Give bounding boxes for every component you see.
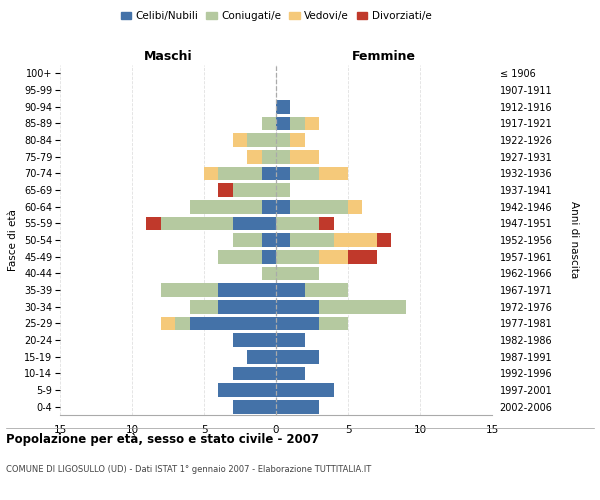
Bar <box>276 366 305 380</box>
Bar <box>276 100 290 114</box>
Bar <box>276 216 319 230</box>
Bar <box>276 133 290 147</box>
Bar <box>348 200 362 213</box>
Bar <box>262 166 276 180</box>
Bar <box>348 250 377 264</box>
Bar <box>290 166 319 180</box>
Bar <box>377 233 391 247</box>
Bar <box>319 300 406 314</box>
Bar <box>175 316 190 330</box>
Bar <box>233 400 276 413</box>
Bar <box>190 316 276 330</box>
Bar <box>247 133 276 147</box>
Bar <box>218 300 276 314</box>
Bar <box>262 200 276 213</box>
Bar <box>161 316 175 330</box>
Bar <box>218 250 262 264</box>
Bar <box>276 350 319 364</box>
Bar <box>290 200 348 213</box>
Bar <box>190 200 262 213</box>
Y-axis label: Fasce di età: Fasce di età <box>8 209 19 271</box>
Bar <box>218 283 276 297</box>
Bar <box>276 166 290 180</box>
Bar <box>262 266 276 280</box>
Bar <box>233 183 276 197</box>
Bar <box>334 233 377 247</box>
Bar <box>218 383 276 397</box>
Bar <box>290 233 334 247</box>
Bar <box>233 133 247 147</box>
Bar <box>290 150 319 164</box>
Bar <box>218 183 233 197</box>
Bar <box>276 150 290 164</box>
Bar <box>161 283 218 297</box>
Bar <box>276 116 290 130</box>
Bar <box>305 283 348 297</box>
Text: Femmine: Femmine <box>352 50 416 62</box>
Bar <box>146 216 161 230</box>
Bar <box>262 250 276 264</box>
Bar <box>233 366 276 380</box>
Bar <box>233 233 262 247</box>
Legend: Celibi/Nubili, Coniugati/e, Vedovi/e, Divorziati/e: Celibi/Nubili, Coniugati/e, Vedovi/e, Di… <box>116 7 436 26</box>
Bar <box>319 250 348 264</box>
Bar <box>218 166 262 180</box>
Text: Maschi: Maschi <box>143 50 193 62</box>
Bar <box>319 216 334 230</box>
Bar <box>262 150 276 164</box>
Bar <box>276 266 319 280</box>
Text: Popolazione per età, sesso e stato civile - 2007: Popolazione per età, sesso e stato civil… <box>6 432 319 446</box>
Bar <box>276 233 290 247</box>
Bar <box>276 283 305 297</box>
Bar <box>247 150 262 164</box>
Bar <box>233 333 276 347</box>
Y-axis label: Anni di nascita: Anni di nascita <box>569 202 579 278</box>
Bar <box>262 116 276 130</box>
Bar <box>276 200 290 213</box>
Bar <box>319 166 348 180</box>
Bar <box>276 250 319 264</box>
Bar <box>276 400 319 413</box>
Bar <box>290 116 305 130</box>
Bar <box>305 116 319 130</box>
Bar <box>276 333 305 347</box>
Bar <box>190 300 218 314</box>
Bar <box>276 316 319 330</box>
Bar <box>276 183 290 197</box>
Bar <box>233 216 276 230</box>
Bar <box>247 350 276 364</box>
Bar <box>204 166 218 180</box>
Bar <box>161 216 233 230</box>
Bar <box>276 383 334 397</box>
Text: COMUNE DI LIGOSULLO (UD) - Dati ISTAT 1° gennaio 2007 - Elaborazione TUTTITALIA.: COMUNE DI LIGOSULLO (UD) - Dati ISTAT 1°… <box>6 466 371 474</box>
Bar <box>262 233 276 247</box>
Bar <box>319 316 348 330</box>
Bar <box>276 300 319 314</box>
Bar <box>290 133 305 147</box>
